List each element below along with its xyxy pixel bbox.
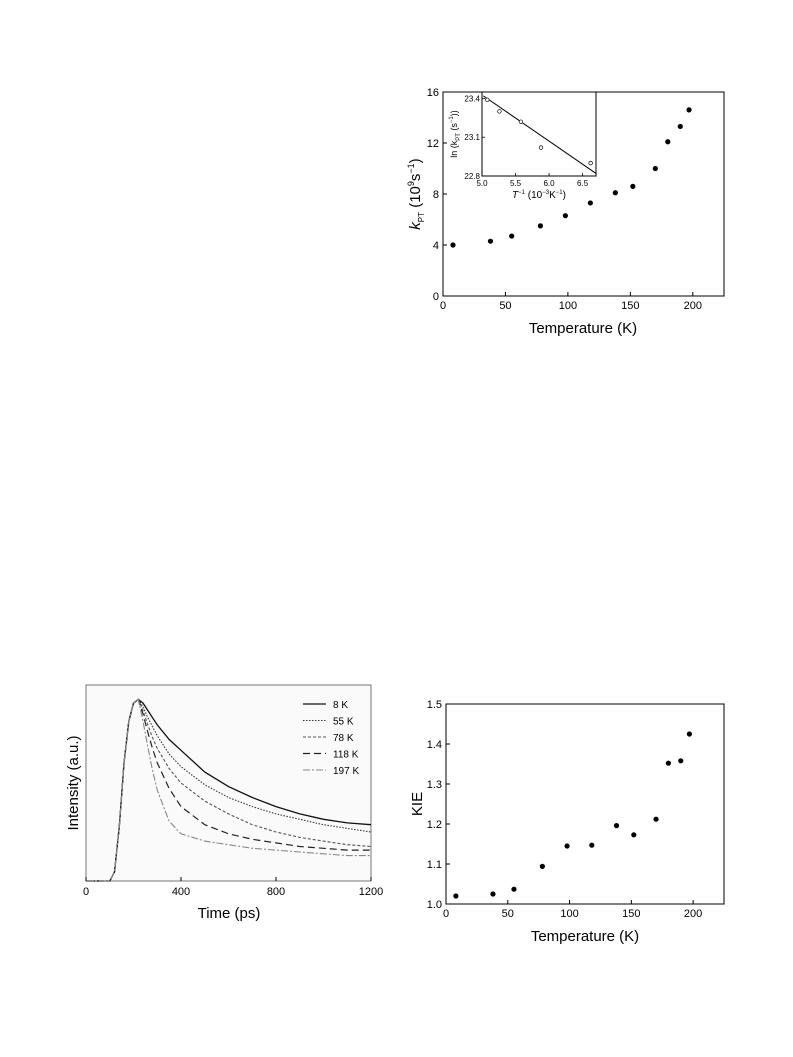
y-tick-label: 0 <box>433 291 439 303</box>
inset-y-axis-title: ln (kPT (s−1)) <box>449 110 462 158</box>
y-tick-label: 1.2 <box>427 819 442 831</box>
y-tick-label: 1.0 <box>427 899 442 911</box>
arrhenius-inset: 5.0 5.5 6.0 6.5 22.8 23.1 23.4 T−1 (10−3K−1) l… <box>449 91 597 201</box>
kie-point <box>686 731 693 737</box>
kie-point <box>678 758 684 764</box>
inset-point <box>538 145 544 150</box>
kie-point <box>613 823 620 829</box>
intensity-curves <box>86 698 372 882</box>
y-tick-label: 1.1 <box>427 859 442 871</box>
kie-point <box>490 891 496 897</box>
inset-y-tick-label: 23.1 <box>464 133 480 142</box>
kie-y-axis-title: KIE <box>409 792 426 816</box>
x-tick-label: 100 <box>560 908 578 920</box>
kpt-point <box>630 183 636 189</box>
y-tick-label: 1.4 <box>427 739 442 751</box>
kpt-point <box>587 200 593 206</box>
kpt-y-axis-title: kPT (109s−1) <box>406 158 426 229</box>
y-tick-label: 16 <box>427 87 439 99</box>
kpt-point <box>537 223 544 229</box>
kpt-point <box>509 233 515 239</box>
x-tick-label: 150 <box>622 908 640 920</box>
kie-point <box>453 893 459 899</box>
legend-label: 118 K <box>333 750 359 761</box>
kie-point <box>589 842 595 848</box>
kpt-point <box>562 213 568 219</box>
kie-point <box>539 863 545 870</box>
inset-point <box>497 109 502 114</box>
x-tick-label: 0 <box>440 300 446 312</box>
legend-label: 78 K <box>333 733 354 744</box>
inset-plot-frame <box>481 91 597 177</box>
x-tick-label: 200 <box>684 908 702 920</box>
kpt-point <box>487 238 494 244</box>
y-tick-label: 1.5 <box>427 699 442 711</box>
kpt-point <box>652 165 658 172</box>
x-tick-label: 150 <box>621 300 639 312</box>
kpt-x-axis-title: Temperature (K) <box>529 320 637 337</box>
x-tick-label: 50 <box>502 908 514 920</box>
inset-ticks: 5.0 5.5 6.0 6.5 22.8 23.1 23.4 <box>464 94 588 188</box>
kpt-point <box>686 107 692 113</box>
kie-point <box>665 760 672 766</box>
y-tick-label: 12 <box>427 138 439 150</box>
intensity-time-chart: 0 400 800 1200 8 K 55 K 78 K 118 K 197 K Time (… <box>65 684 383 922</box>
inset-x-axis-title: T−1 (10−3K−1) <box>512 190 566 201</box>
kie-point <box>564 843 570 849</box>
x-tick-label: 800 <box>267 886 285 898</box>
legend-label: 55 K <box>333 717 354 728</box>
y-tick-label: 8 <box>433 189 439 201</box>
intensity-y-axis-title: Intensity (a.u.) <box>65 735 82 830</box>
intensity-x-axis-title: Time (ps) <box>198 905 261 922</box>
kpt-point <box>677 123 683 130</box>
inset-point <box>518 119 524 124</box>
kie-data-points <box>453 731 693 899</box>
inset-x-tick-label: 6.5 <box>577 179 589 188</box>
intensity-curve <box>86 698 371 882</box>
kpt-point <box>665 139 671 145</box>
x-tick-label: 200 <box>684 300 702 312</box>
legend-label: 197 K <box>333 766 359 777</box>
inset-fit-line <box>483 95 597 174</box>
kie-ticks: 0 50 100 150 200 1.0 1.1 1.2 1.3 1.4 1.5 <box>427 699 703 920</box>
intensity-plot-frame <box>85 684 372 882</box>
inset-x-tick-label: 5.5 <box>510 179 522 188</box>
inset-y-tick-label: 22.8 <box>464 172 480 181</box>
intensity-legend: 8 K 55 K 78 K 118 K 197 K <box>303 700 359 777</box>
kpt-ticks: 0 50 100 150 200 0 4 8 12 16 <box>427 87 702 312</box>
x-tick-label: 100 <box>559 300 577 312</box>
kpt-data-points <box>450 107 692 248</box>
kpt-point <box>450 242 456 248</box>
inset-point <box>588 160 593 166</box>
kie-point <box>511 886 517 892</box>
intensity-ticks: 0 400 800 1200 <box>83 877 383 898</box>
legend-label: 8 K <box>333 700 348 711</box>
kie-plot-frame <box>445 703 725 905</box>
y-tick-label: 4 <box>433 240 439 252</box>
x-tick-label: 0 <box>83 886 89 898</box>
x-tick-label: 0 <box>443 908 449 920</box>
inset-y-tick-label: 23.4 <box>464 94 480 103</box>
intensity-curve <box>86 698 371 882</box>
x-tick-label: 400 <box>172 886 190 898</box>
kpt-point <box>612 190 618 196</box>
kie-point <box>631 832 637 838</box>
kie-point <box>653 816 659 822</box>
inset-data-points <box>485 97 593 166</box>
inset-x-tick-label: 5.0 <box>476 179 488 188</box>
x-tick-label: 50 <box>499 300 511 312</box>
y-tick-label: 1.3 <box>427 779 442 791</box>
kie-temperature-chart: 0 50 100 150 200 1.0 1.1 1.2 1.3 1.4 1.5 Temperatu… <box>409 699 725 945</box>
kie-x-axis-title: Temperature (K) <box>531 928 639 945</box>
kpt-temperature-chart: 0 50 100 150 200 0 4 8 12 16 Temperature (K) kPT … <box>406 87 725 337</box>
x-tick-label: 1200 <box>359 886 383 898</box>
inset-x-tick-label: 6.0 <box>543 179 555 188</box>
inset-point <box>485 97 490 102</box>
